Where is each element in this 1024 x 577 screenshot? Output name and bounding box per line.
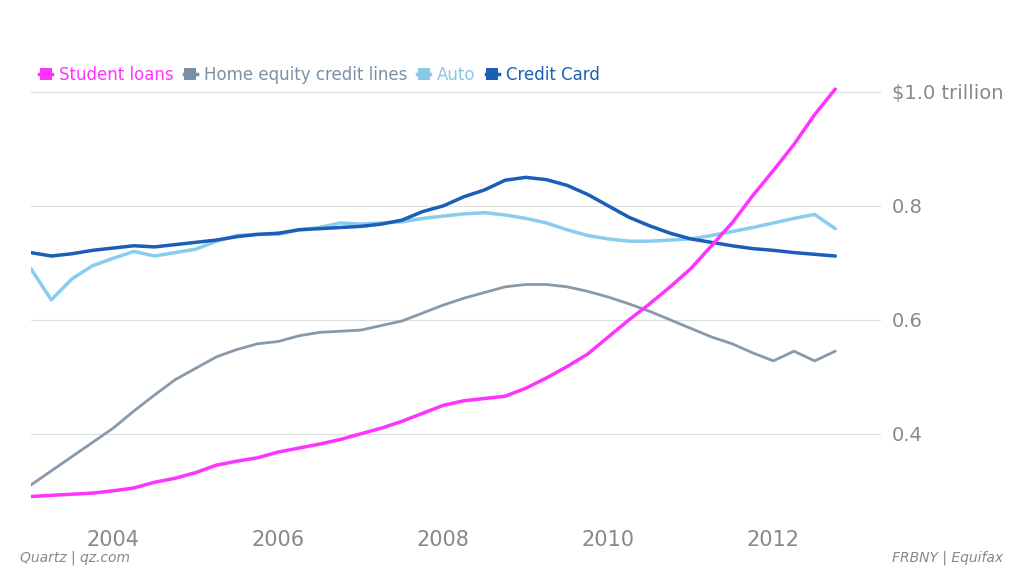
Legend: Student loans, Home equity credit lines, Auto, Credit Card: Student loans, Home equity credit lines,…: [39, 66, 599, 84]
Text: Quartz | qz.com: Quartz | qz.com: [20, 551, 130, 565]
Text: FRBNY | Equifax: FRBNY | Equifax: [892, 551, 1004, 565]
